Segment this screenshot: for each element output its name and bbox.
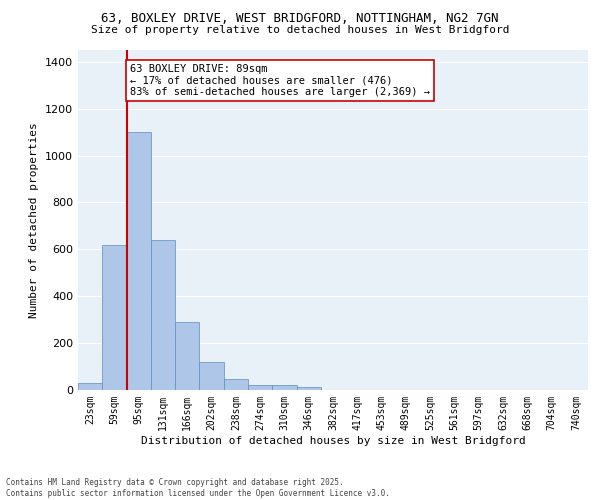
Text: Contains HM Land Registry data © Crown copyright and database right 2025.
Contai: Contains HM Land Registry data © Crown c…	[6, 478, 390, 498]
Bar	[199, 362, 224, 390]
Bar	[224, 378, 248, 390]
Text: 63, BOXLEY DRIVE, WEST BRIDGFORD, NOTTINGHAM, NG2 7GN: 63, BOXLEY DRIVE, WEST BRIDGFORD, NOTTIN…	[101, 12, 499, 26]
X-axis label: Distribution of detached houses by size in West Bridgford: Distribution of detached houses by size …	[140, 436, 526, 446]
Bar	[102, 244, 127, 390]
Y-axis label: Number of detached properties: Number of detached properties	[29, 122, 40, 318]
Bar	[151, 240, 175, 390]
Text: Size of property relative to detached houses in West Bridgford: Size of property relative to detached ho…	[91, 25, 509, 35]
Text: 63 BOXLEY DRIVE: 89sqm
← 17% of detached houses are smaller (476)
83% of semi-de: 63 BOXLEY DRIVE: 89sqm ← 17% of detached…	[130, 64, 430, 98]
Bar	[248, 386, 272, 390]
Bar	[296, 387, 321, 390]
Bar	[127, 132, 151, 390]
Bar	[78, 383, 102, 390]
Bar	[272, 386, 296, 390]
Bar	[175, 322, 199, 390]
